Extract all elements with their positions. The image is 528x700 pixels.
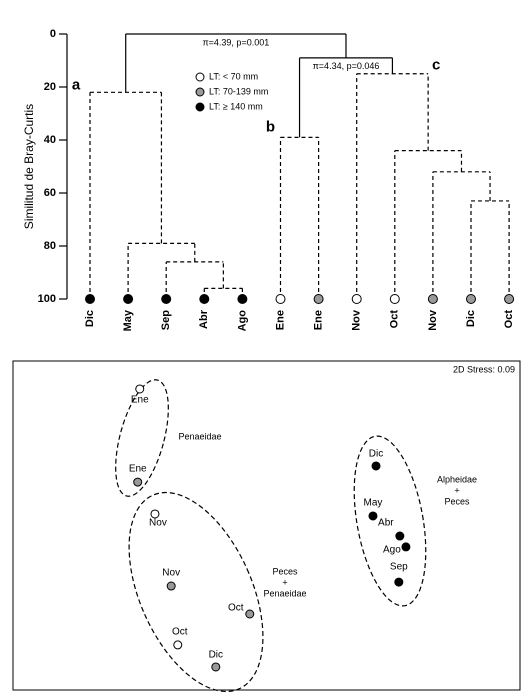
y-tick-label: 20 <box>44 81 56 93</box>
leaf-marker <box>427 294 438 304</box>
legend-marker <box>195 87 205 97</box>
point-label: May <box>364 498 383 509</box>
leaf-marker <box>237 294 248 304</box>
leaf-marker <box>466 294 476 304</box>
point-label: Dic <box>369 449 383 460</box>
test-annotation: π=4.34, p=0.046 <box>313 61 380 71</box>
leaf-marker <box>504 294 515 304</box>
point-label: Nov <box>162 568 180 579</box>
leaf-label: Ago <box>236 310 248 332</box>
point-label: Oct <box>228 603 244 614</box>
leaf-label: Dic <box>465 310 477 327</box>
group-label: Alpheidae <box>437 474 477 484</box>
cluster-label: b <box>266 118 275 135</box>
group-ellipse <box>353 435 427 607</box>
legend-marker <box>195 102 205 112</box>
leaf-marker <box>313 294 324 304</box>
group-ellipse <box>128 491 264 693</box>
stress-label: 2D Stress: 0.09 <box>453 364 515 374</box>
legend-label: LT: < 70 mm <box>209 71 258 81</box>
leaf-marker <box>161 294 172 304</box>
leaf-label: Ene <box>274 310 286 330</box>
point-label: Abr <box>378 518 394 529</box>
point <box>368 511 378 521</box>
point-label: Ene <box>129 464 147 475</box>
leaf-label: Nov <box>351 309 363 331</box>
group-label: + <box>282 577 287 587</box>
mds-frame <box>12 360 521 691</box>
group-label: + <box>454 485 459 495</box>
y-tick-label: 40 <box>44 134 56 146</box>
point-label: Oct <box>172 627 188 638</box>
leaf-label: Dic <box>84 310 96 327</box>
point <box>245 609 255 619</box>
test-annotation: π=4.39, p=0.001 <box>202 37 269 47</box>
group-label: Penaeidae <box>178 431 221 441</box>
legend-label: LT: ≥ 140 mm <box>209 101 263 111</box>
point <box>394 577 404 587</box>
leaf-label: May <box>122 309 134 331</box>
point <box>166 581 176 591</box>
group-label: Penaeidae <box>263 588 306 598</box>
point <box>395 531 405 541</box>
legend-label: LT: 70-139 mm <box>209 86 268 96</box>
point-label: Dic <box>209 650 223 661</box>
y-tick-label: 0 <box>50 28 56 40</box>
cluster-label: a <box>72 76 81 93</box>
leaf-marker <box>389 294 400 304</box>
y-tick-label: 80 <box>44 240 56 252</box>
y-tick-label: 60 <box>44 187 56 199</box>
point <box>133 477 143 487</box>
point <box>135 384 145 394</box>
leaf-marker <box>351 294 362 304</box>
leaf-marker <box>85 294 95 304</box>
y-axis-label: Similitud de Bray-Curtis <box>22 104 36 229</box>
group-ellipse <box>115 379 169 497</box>
cluster-label: c <box>432 57 440 74</box>
point <box>371 461 381 471</box>
group-label: Peces <box>444 496 470 506</box>
leaf-label: Oct <box>503 310 515 329</box>
point <box>211 662 221 672</box>
point-label: Ago <box>383 545 401 556</box>
point-label: Nov <box>149 518 167 529</box>
point <box>173 640 183 650</box>
leaf-label: Oct <box>389 310 401 329</box>
leaf-marker <box>123 294 134 304</box>
y-tick-label: 100 <box>38 293 56 305</box>
leaf-marker <box>199 294 210 304</box>
leaf-marker <box>275 294 286 304</box>
point-label: Ene <box>131 395 149 406</box>
point-label: Sep <box>390 562 408 573</box>
group-label: Peces <box>272 566 298 576</box>
point <box>401 542 411 552</box>
leaf-label: Ene <box>313 310 325 330</box>
leaf-label: Sep <box>160 310 172 330</box>
point <box>150 509 160 519</box>
leaf-label: Abr <box>198 309 210 329</box>
leaf-label: Nov <box>427 309 439 331</box>
legend-marker <box>195 72 205 82</box>
